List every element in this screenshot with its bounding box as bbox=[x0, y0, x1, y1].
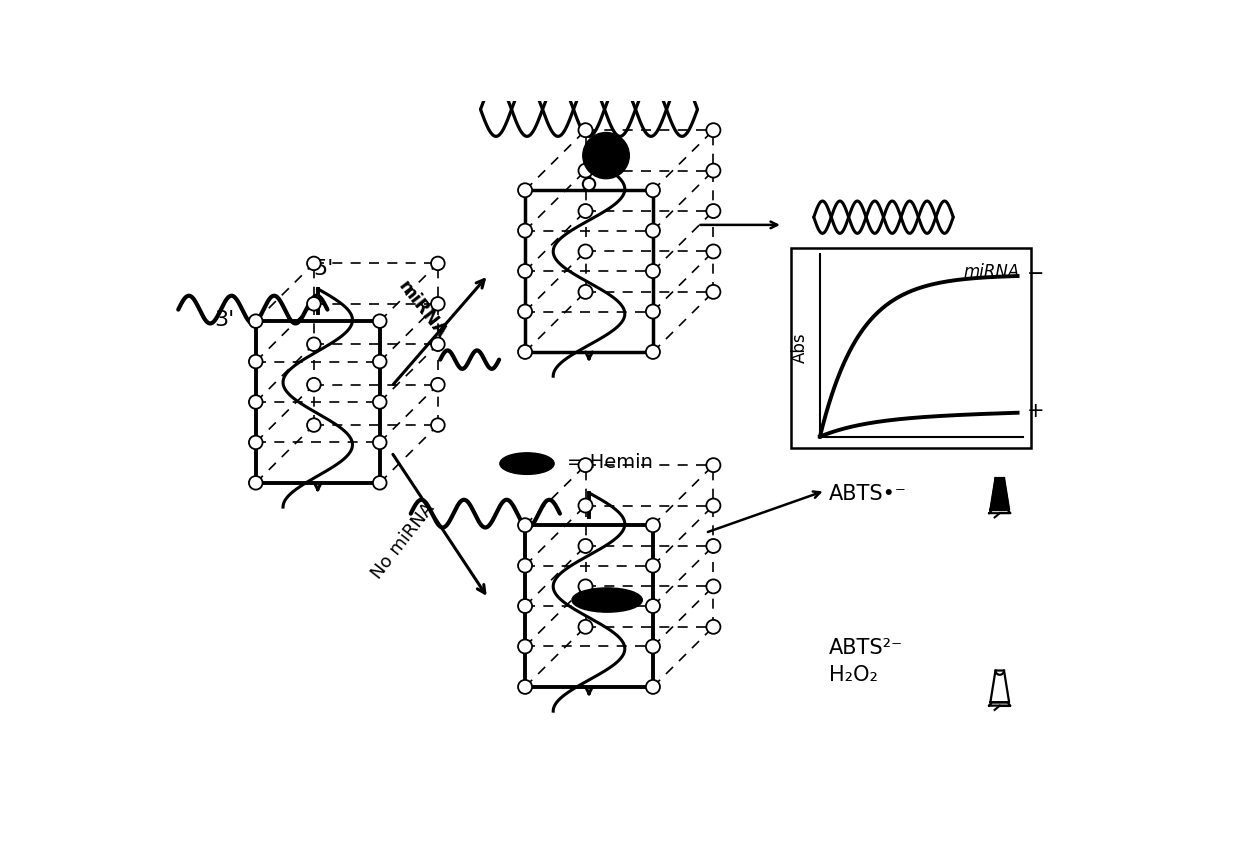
Circle shape bbox=[373, 315, 387, 328]
Circle shape bbox=[432, 297, 445, 310]
Ellipse shape bbox=[500, 452, 554, 474]
Circle shape bbox=[518, 518, 532, 532]
Circle shape bbox=[518, 345, 532, 359]
Text: miRNA: miRNA bbox=[394, 278, 450, 341]
Circle shape bbox=[646, 345, 660, 359]
Circle shape bbox=[707, 123, 720, 137]
Circle shape bbox=[373, 436, 387, 449]
Text: Abs: Abs bbox=[791, 333, 808, 363]
Circle shape bbox=[518, 639, 532, 653]
Circle shape bbox=[707, 285, 720, 299]
Circle shape bbox=[707, 539, 720, 553]
Circle shape bbox=[579, 499, 593, 512]
Text: miRNA: miRNA bbox=[963, 263, 1019, 282]
Circle shape bbox=[373, 395, 387, 409]
Circle shape bbox=[518, 224, 532, 238]
Circle shape bbox=[308, 378, 321, 391]
Text: H₂O₂: H₂O₂ bbox=[830, 665, 878, 685]
Circle shape bbox=[249, 315, 263, 328]
Circle shape bbox=[579, 164, 593, 177]
Circle shape bbox=[646, 264, 660, 278]
Circle shape bbox=[707, 579, 720, 594]
Circle shape bbox=[432, 418, 445, 432]
Circle shape bbox=[249, 395, 263, 409]
Circle shape bbox=[373, 355, 387, 368]
Polygon shape bbox=[991, 478, 1009, 510]
Circle shape bbox=[308, 337, 321, 351]
Circle shape bbox=[249, 436, 263, 449]
Circle shape bbox=[583, 133, 629, 178]
Circle shape bbox=[707, 164, 720, 177]
Ellipse shape bbox=[572, 588, 642, 612]
Circle shape bbox=[646, 680, 660, 694]
Text: 3': 3' bbox=[215, 309, 234, 330]
Circle shape bbox=[308, 297, 321, 310]
Circle shape bbox=[432, 257, 445, 270]
Text: ABTS•⁻: ABTS•⁻ bbox=[830, 484, 908, 505]
Text: No miRNA: No miRNA bbox=[368, 499, 438, 582]
Circle shape bbox=[308, 257, 321, 270]
Circle shape bbox=[579, 204, 593, 218]
Circle shape bbox=[308, 418, 321, 432]
Circle shape bbox=[707, 499, 720, 512]
Circle shape bbox=[518, 680, 532, 694]
Text: +: + bbox=[1027, 401, 1044, 421]
Circle shape bbox=[707, 458, 720, 472]
Circle shape bbox=[579, 620, 593, 634]
Circle shape bbox=[579, 245, 593, 258]
Circle shape bbox=[432, 378, 445, 391]
Circle shape bbox=[646, 558, 660, 573]
Circle shape bbox=[373, 476, 387, 489]
Circle shape bbox=[707, 620, 720, 634]
Circle shape bbox=[646, 224, 660, 238]
Circle shape bbox=[579, 458, 593, 472]
Circle shape bbox=[646, 304, 660, 319]
Circle shape bbox=[579, 539, 593, 553]
Text: = Hemin: = Hemin bbox=[567, 452, 653, 472]
Text: ABTS²⁻: ABTS²⁻ bbox=[830, 638, 904, 659]
Circle shape bbox=[646, 183, 660, 198]
Circle shape bbox=[518, 264, 532, 278]
Circle shape bbox=[249, 355, 263, 368]
Circle shape bbox=[518, 304, 532, 319]
Text: −: − bbox=[1027, 264, 1044, 284]
Circle shape bbox=[707, 245, 720, 258]
Circle shape bbox=[707, 204, 720, 218]
Polygon shape bbox=[990, 510, 1011, 513]
Circle shape bbox=[579, 285, 593, 299]
Circle shape bbox=[518, 183, 532, 198]
Circle shape bbox=[646, 599, 660, 613]
Circle shape bbox=[583, 178, 595, 190]
Circle shape bbox=[432, 337, 445, 351]
Circle shape bbox=[646, 518, 660, 532]
Circle shape bbox=[518, 599, 532, 613]
Text: 5': 5' bbox=[314, 259, 334, 278]
Bar bbox=[791, 248, 1030, 448]
Polygon shape bbox=[990, 702, 1011, 706]
Circle shape bbox=[518, 558, 532, 573]
Circle shape bbox=[249, 476, 263, 489]
Circle shape bbox=[579, 123, 593, 137]
Circle shape bbox=[579, 579, 593, 594]
Circle shape bbox=[646, 639, 660, 653]
